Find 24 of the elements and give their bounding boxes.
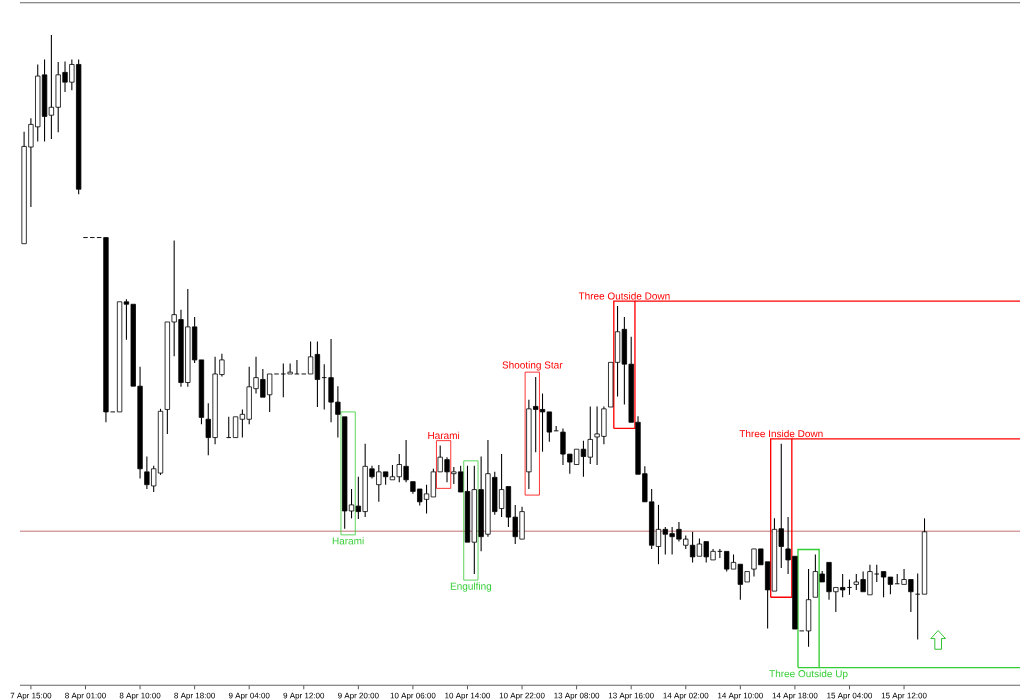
x-tick-label: 14 Apr 10:00 bbox=[718, 692, 763, 700]
x-tick-label: 9 Apr 12:00 bbox=[283, 692, 325, 700]
x-tick-label: 7 Apr 15:00 bbox=[10, 692, 52, 700]
annotation: Harami bbox=[428, 431, 460, 440]
x-tick-label: 9 Apr 20:00 bbox=[338, 692, 379, 700]
x-tick-label: 10 Apr 14:00 bbox=[445, 692, 491, 700]
x-tick-label: 14 Apr 18:00 bbox=[772, 692, 818, 700]
x-tick-label: 14 Apr 02:00 bbox=[663, 692, 709, 700]
x-tick-label: 8 Apr 18:00 bbox=[174, 692, 215, 700]
x-tick-label: 15 Apr 12:00 bbox=[881, 692, 927, 700]
x-tick-label: 10 Apr 06:00 bbox=[390, 692, 436, 700]
annotation: Shooting Star bbox=[502, 361, 563, 371]
annotation: Three Outside Down bbox=[578, 292, 670, 300]
x-tick-label: 9 Apr 04:00 bbox=[228, 692, 270, 700]
annotation: Harami bbox=[332, 537, 364, 545]
annotation: Engulfing bbox=[450, 582, 492, 592]
x-tick-label: 10 Apr 22:00 bbox=[499, 692, 545, 700]
annotation: Three Inside Down bbox=[739, 429, 823, 438]
x-tick-label: 15 Apr 04:00 bbox=[827, 692, 873, 700]
x-tick-label: 13 Apr 08:00 bbox=[554, 692, 600, 700]
x-tick-label: 8 Apr 10:00 bbox=[119, 692, 161, 700]
x-tick-label: 13 Apr 16:00 bbox=[608, 692, 654, 700]
text: Three Outside Up bbox=[769, 669, 848, 680]
x-tick-label: 8 Apr 01:00 bbox=[65, 692, 106, 700]
